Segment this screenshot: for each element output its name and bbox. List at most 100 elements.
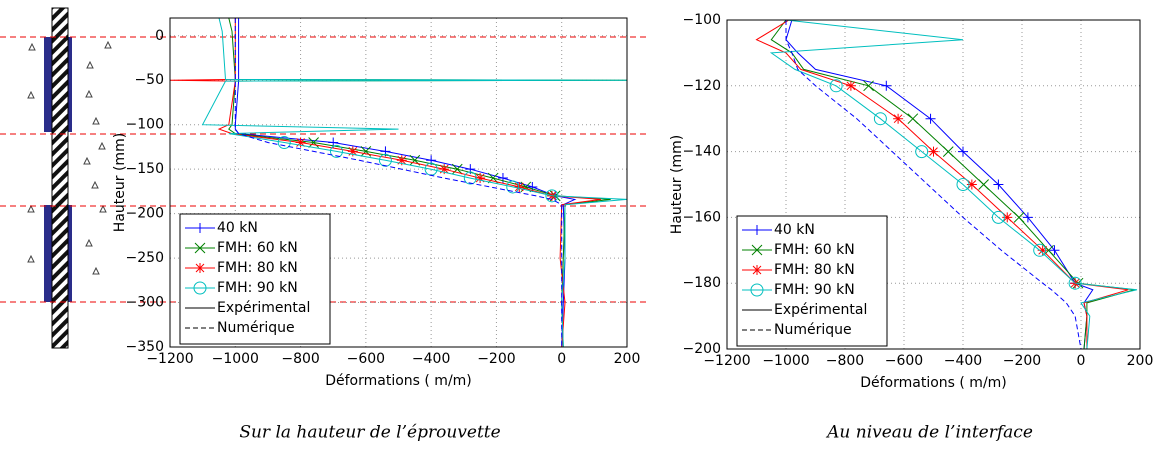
legend-marker [751,244,763,256]
specimen-schematic [0,7,650,349]
marker [925,113,936,124]
x-tick-label: −800 [826,353,864,369]
marker [347,146,358,157]
rebar [51,7,69,349]
marker [928,146,939,157]
legend-marker [752,225,762,235]
x-tick-label: −200 [1003,353,1041,369]
y-axis-label: Hauteur (mm) [669,135,685,234]
y-tick-label: −300 [126,295,164,311]
marker [1033,243,1047,257]
legend-label: FMH: 90 kN [774,282,855,298]
series-line [201,18,627,347]
legend-marker [195,263,205,273]
marker [978,179,990,190]
chart: −1200 −1000 −800 −600 −400 −200 0 200 0 −50 −100 −1… [112,17,641,443]
marker [439,164,450,175]
legend-label: FMH: 60 kN [217,240,298,256]
chart: −1200 −1000 −800 −600 −400 −200 0 200 −100 −120 −1… [669,12,1153,443]
legend-marker [193,281,207,295]
marker [915,145,929,159]
x-tick-label: −1000 [212,351,259,367]
y-tick-label: −100 [683,12,721,28]
legend-label: Expérimental [774,302,867,318]
y-tick-label: −150 [126,161,164,177]
y-tick-label: −50 [134,72,164,88]
marker [1013,212,1025,223]
marker [956,178,970,191]
marker [873,112,887,126]
plot-frame [726,19,1141,350]
marker [329,144,343,158]
series-line [769,20,1138,349]
legend-box [736,215,888,347]
plot-area [755,20,1138,349]
legend-label: FMH: 80 kN [217,260,298,276]
marker [1022,212,1033,223]
x-axis-label: Déformations ( m/m) [860,375,1007,391]
marker [1068,276,1082,290]
x-tick-label: −1200 [703,353,750,369]
x-tick-label: 200 [614,351,641,367]
marker [1049,245,1060,256]
x-tick-label: −200 [477,351,515,367]
y-tick-label: −250 [126,250,164,266]
caption: Au niveau de l’interface [825,423,1033,443]
marker [463,171,477,185]
legend-label: 40 kN [774,222,815,238]
series-line [170,18,601,347]
x-tick-label: −600 [885,353,923,369]
y-tick-label: −200 [683,341,721,357]
marker [396,155,407,166]
marker [295,137,306,148]
y-tick-label: −180 [683,275,721,291]
legend-label: FMH: 80 kN [774,262,855,278]
y-tick-label: −350 [126,339,164,355]
marker [942,146,954,157]
charts: −1200 −1000 −800 −600 −400 −200 0 2000−50−100−1… [112,12,1153,443]
series-line [234,18,563,347]
legend-label: 40 kN [217,220,258,236]
x-tick-label: −1200 [146,351,193,367]
plot-frame [169,17,628,348]
legend-marker [750,283,764,297]
caption: Sur la hauteur de l’éprouvette [239,423,500,443]
legend-box [179,213,331,345]
y-tick-label: −100 [126,117,164,133]
legend: 40 kN FMH: 60 kN FMH: 80 kN FMH: 90 kN Expér… [736,215,888,347]
y-tick-label: −200 [126,206,164,222]
legend-label: Expérimental [217,300,310,316]
marker [893,113,904,124]
y-tick-label: −140 [683,144,721,160]
legend-marker [195,223,205,233]
marker [993,179,1004,190]
y-tick-label: −160 [683,209,721,225]
marker [497,173,508,184]
x-tick-label: −400 [412,351,450,367]
x-tick-label: −600 [347,351,385,367]
x-axis-label: Déformations ( m/m) [325,373,472,389]
marker [907,113,919,125]
x-tick-label: 200 [1127,353,1154,369]
legend-label: FMH: 60 kN [774,242,855,258]
x-tick-label: 0 [1077,353,1086,369]
marker [881,80,892,91]
plot-area [170,18,627,347]
marker [829,79,843,93]
legend-marker [194,242,206,254]
legend-marker [752,265,762,275]
y-tick-label: 0 [155,28,164,44]
marker [514,181,525,192]
marker [958,146,968,157]
aggregates [27,40,112,275]
y-tick-label: −120 [683,78,721,94]
marker [308,137,319,148]
x-tick-label: 0 [557,351,566,367]
marker [991,210,1005,224]
legend-label: Numérique [217,320,295,336]
marker [863,80,874,92]
legend: 40 kN FMH: 60 kN FMH: 80 kN FMH: 90 kN Expér… [179,213,331,345]
marker [475,173,486,184]
y-axis-label: Hauteur (mm) [112,133,128,232]
